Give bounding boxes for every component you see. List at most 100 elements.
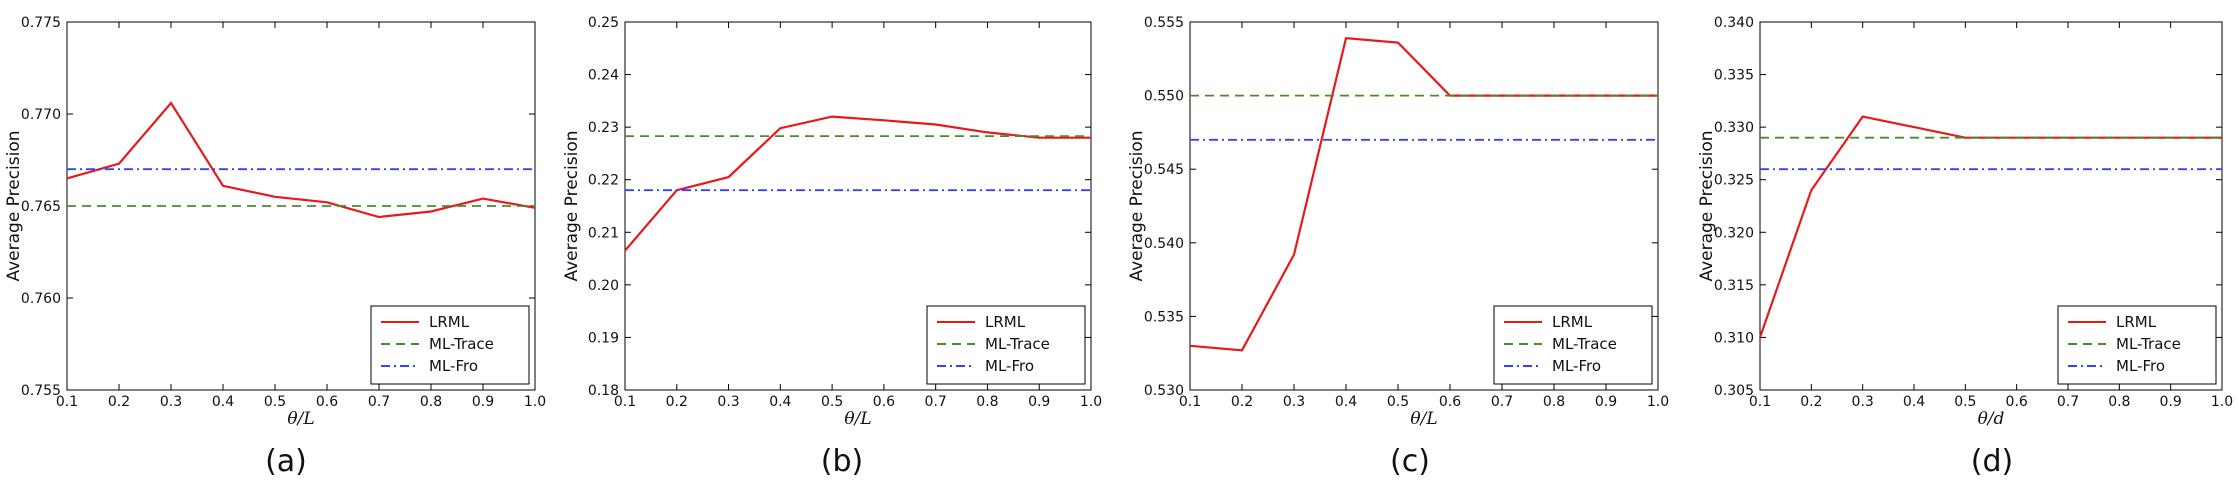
x-axis-label: θ/L <box>844 409 871 429</box>
y-tick-label: 0.310 <box>1714 330 1754 346</box>
chart-panel-1: 0.1 0.2 0.3 0.4 0.5 0.6 0.7 0.8 0.9 1.0 0.18 0.19 0.… <box>562 15 1102 479</box>
x-axis-label: θ/L <box>1410 409 1437 429</box>
y-tick-label: 0.755 <box>21 383 61 399</box>
y-axis-label: Average Precision <box>1127 130 1147 281</box>
y-tick-label: 0.555 <box>1144 15 1184 31</box>
y-tick-label: 0.540 <box>1144 236 1184 252</box>
x-tick-label: 0.2 <box>666 394 688 410</box>
y-tick-label: 0.18 <box>588 383 619 399</box>
legend: LRML ML-Trace ML-Fro <box>2057 305 2217 385</box>
y-tick-label: 0.19 <box>588 330 619 346</box>
y-tick-label: 0.25 <box>588 15 619 31</box>
y-tick-label: 0.340 <box>1714 15 1754 31</box>
y-axis-label: Average Precision <box>1697 130 1717 281</box>
legend-label: ML-Trace <box>985 335 1050 353</box>
y-tick-label: 0.22 <box>588 173 619 189</box>
y-tick-label: 0.21 <box>588 225 619 241</box>
legend-label: LRML <box>429 313 470 331</box>
legend: LRML ML-Trace ML-Fro <box>926 305 1086 385</box>
x-tick-label: 0.9 <box>472 394 494 410</box>
x-tick-label: 0.2 <box>1800 394 1822 410</box>
legend-label: ML-Fro <box>429 357 478 375</box>
x-tick-label: 0.5 <box>1954 394 1976 410</box>
y-tick-label: 0.535 <box>1144 309 1184 325</box>
y-tick-label: 0.305 <box>1714 383 1754 399</box>
x-tick-label: 1.0 <box>1647 394 1669 410</box>
x-tick-label: 0.1 <box>614 394 636 410</box>
y-tick-label: 0.325 <box>1714 173 1754 189</box>
y-tick-label: 0.530 <box>1144 383 1184 399</box>
y-tick-label: 0.770 <box>21 107 61 123</box>
x-axis-label: θ/d <box>1978 409 2005 429</box>
y-tick-label: 0.315 <box>1714 278 1754 294</box>
y-tick-label: 0.23 <box>588 120 619 136</box>
chart-panel-2: 0.1 0.2 0.3 0.4 0.5 0.6 0.7 0.8 0.9 1.0 0.530 0.535… <box>1127 15 1669 479</box>
legend-label: LRML <box>2116 313 2157 331</box>
y-tick-label: 0.24 <box>588 68 619 84</box>
x-tick-label: 0.5 <box>1387 394 1409 410</box>
x-tick-label: 0.2 <box>108 394 130 410</box>
legend-label: LRML <box>985 313 1026 331</box>
series-line-lrml <box>66 101 536 219</box>
x-tick-label: 0.7 <box>1491 394 1513 410</box>
x-axis-label: θ/L <box>287 409 314 429</box>
x-tick-label: 0.6 <box>316 394 338 410</box>
x-tick-label: 0.9 <box>1028 394 1050 410</box>
y-tick-label: 0.20 <box>588 278 619 294</box>
x-tick-label: 0.9 <box>1595 394 1617 410</box>
legend-label: ML-Trace <box>1552 335 1617 353</box>
legend-label: ML-Trace <box>2116 335 2181 353</box>
panel-caption: (d) <box>1971 444 2013 479</box>
legend-label: ML-Fro <box>1552 357 1601 375</box>
legend-label: ML-Fro <box>2116 357 2165 375</box>
x-tick-label: 0.8 <box>2108 394 2130 410</box>
x-tick-label: 0.4 <box>769 394 791 410</box>
x-tick-label: 0.6 <box>1439 394 1461 410</box>
x-tick-label: 0.7 <box>925 394 947 410</box>
legend: LRML ML-Trace ML-Fro <box>370 305 530 385</box>
x-tick-label: 0.5 <box>821 394 843 410</box>
panel-caption: (c) <box>1390 444 1430 479</box>
x-tick-label: 0.5 <box>264 394 286 410</box>
x-tick-label: 0.9 <box>2160 394 2182 410</box>
x-tick-label: 1.0 <box>1080 394 1102 410</box>
x-tick-label: 0.3 <box>717 394 739 410</box>
x-tick-label: 0.6 <box>873 394 895 410</box>
x-tick-label: 0.3 <box>1852 394 1874 410</box>
x-tick-label: 0.3 <box>1283 394 1305 410</box>
x-tick-label: 0.4 <box>212 394 234 410</box>
y-tick-label: 0.545 <box>1144 162 1184 178</box>
y-tick-label: 0.335 <box>1714 68 1754 84</box>
x-tick-label: 0.8 <box>976 394 998 410</box>
chart-panel-0: 0.1 0.2 0.3 0.4 0.5 0.6 0.7 0.8 0.9 1.0 0.755 0.760… <box>4 15 546 479</box>
x-tick-label: 1.0 <box>524 394 546 410</box>
y-tick-label: 0.330 <box>1714 120 1754 136</box>
legend-label: ML-Fro <box>985 357 1034 375</box>
chart-panel-3: 0.1 0.2 0.3 0.4 0.5 0.6 0.7 0.8 0.9 1.0 0.305 0.310… <box>1697 15 2233 479</box>
x-tick-label: 0.4 <box>1335 394 1357 410</box>
y-tick-label: 0.320 <box>1714 225 1754 241</box>
x-tick-label: 1.0 <box>2211 394 2233 410</box>
x-tick-label: 0.4 <box>1903 394 1925 410</box>
panel-caption: (a) <box>265 444 307 479</box>
x-tick-label: 0.8 <box>1543 394 1565 410</box>
x-tick-label: 0.1 <box>1749 394 1771 410</box>
x-tick-label: 0.7 <box>2057 394 2079 410</box>
y-tick-label: 0.775 <box>21 15 61 31</box>
y-tick-label: 0.760 <box>21 291 61 307</box>
series-line-lrml <box>624 115 1091 252</box>
legend-label: ML-Trace <box>429 335 494 353</box>
y-tick-label: 0.550 <box>1144 89 1184 105</box>
panel-caption: (b) <box>821 444 863 479</box>
y-tick-label: 0.765 <box>21 199 61 215</box>
x-tick-label: 0.2 <box>1231 394 1253 410</box>
x-tick-label: 0.6 <box>2006 394 2028 410</box>
x-tick-label: 0.1 <box>56 394 78 410</box>
x-tick-label: 0.1 <box>1179 394 1201 410</box>
legend-label: LRML <box>1552 313 1593 331</box>
x-tick-label: 0.8 <box>420 394 442 410</box>
legend: LRML ML-Trace ML-Fro <box>1493 305 1653 385</box>
x-tick-label: 0.7 <box>368 394 390 410</box>
y-axis-label: Average Precision <box>562 130 582 281</box>
